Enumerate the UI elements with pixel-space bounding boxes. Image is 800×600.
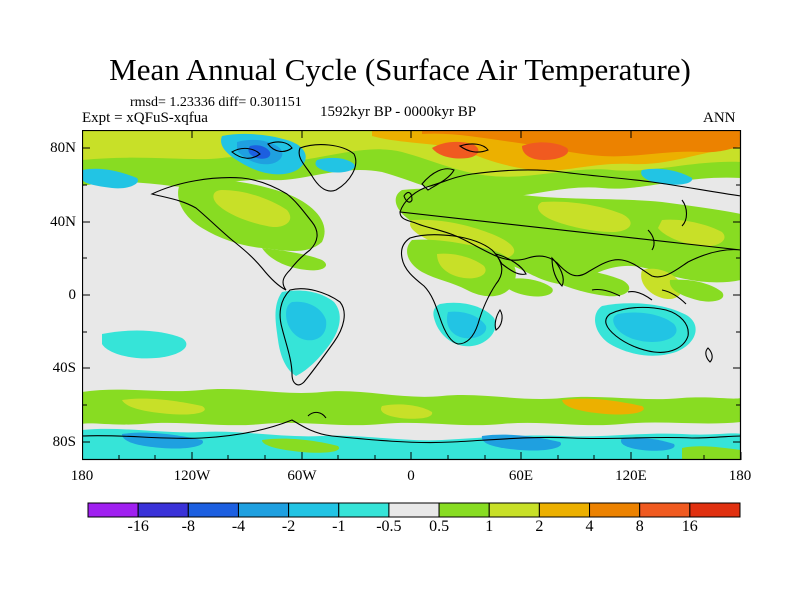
x-tick-label: 120E (615, 468, 647, 484)
colorbar-label: -1 (332, 518, 346, 535)
colorbar-box (87, 502, 139, 518)
colorbar-label: -2 (281, 518, 296, 535)
colorbar-label: 16 (681, 518, 698, 535)
colorbar-box (338, 502, 390, 518)
colorbar (87, 502, 741, 518)
y-tick-label: 0 (68, 287, 77, 303)
y-tick-label: 80N (50, 140, 76, 156)
colorbar-box (288, 502, 340, 518)
colorbar-label: -16 (127, 518, 149, 535)
colorbar-box (388, 502, 440, 518)
stats-text: rmsd= 1.23336 diff= 0.301151 (130, 95, 302, 110)
colorbar-box (137, 502, 189, 518)
colorbar-label: 4 (585, 518, 594, 535)
colorbar-box (639, 502, 691, 518)
x-tick-label: 120W (173, 468, 211, 484)
arctic-anomaly-field (82, 130, 741, 199)
x-tick-label: 60E (508, 468, 534, 484)
colorbar-box (589, 502, 641, 518)
season-label: ANN (703, 110, 736, 126)
y-tick-label: 40N (50, 214, 76, 230)
x-tick-label: 180 (70, 468, 94, 484)
southern-ocean-anomaly (82, 389, 741, 460)
y-tick-label: 80S (52, 434, 76, 450)
x-tick-label: 0 (407, 468, 415, 484)
colorbar-label: -8 (181, 518, 195, 535)
colorbar-label: 2 (535, 518, 544, 535)
experiment-label: Expt = xQFuS-xqfua (82, 110, 208, 126)
axis-ticks (82, 130, 742, 460)
colorbar-box (237, 502, 290, 518)
colorbar-label: 1 (485, 518, 494, 535)
colorbar-label: -4 (231, 518, 246, 535)
eurasia-anomaly (395, 188, 741, 302)
period-label: 1592kyr BP - 0000kyr BP (320, 104, 477, 120)
north-america-anomaly (178, 178, 327, 271)
colorbar-label: 0.5 (429, 518, 450, 535)
chart-title: Mean Annual Cycle (Surface Air Temperatu… (109, 52, 691, 87)
map-plot (82, 130, 742, 461)
coastlines (82, 141, 741, 444)
x-tick-label: 180 (728, 468, 752, 484)
colorbar-label: 8 (635, 518, 644, 535)
colorbar-box (438, 502, 490, 518)
colorbar-box (488, 502, 540, 518)
southern-cold-anomaly (102, 290, 696, 376)
colorbar-box (187, 502, 239, 518)
colorbar-box (689, 502, 741, 518)
x-tick-label: 60W (287, 468, 317, 484)
colorbar-box (538, 502, 591, 518)
y-tick-label: 40S (52, 360, 76, 376)
colorbar-label: -0.5 (376, 518, 402, 535)
